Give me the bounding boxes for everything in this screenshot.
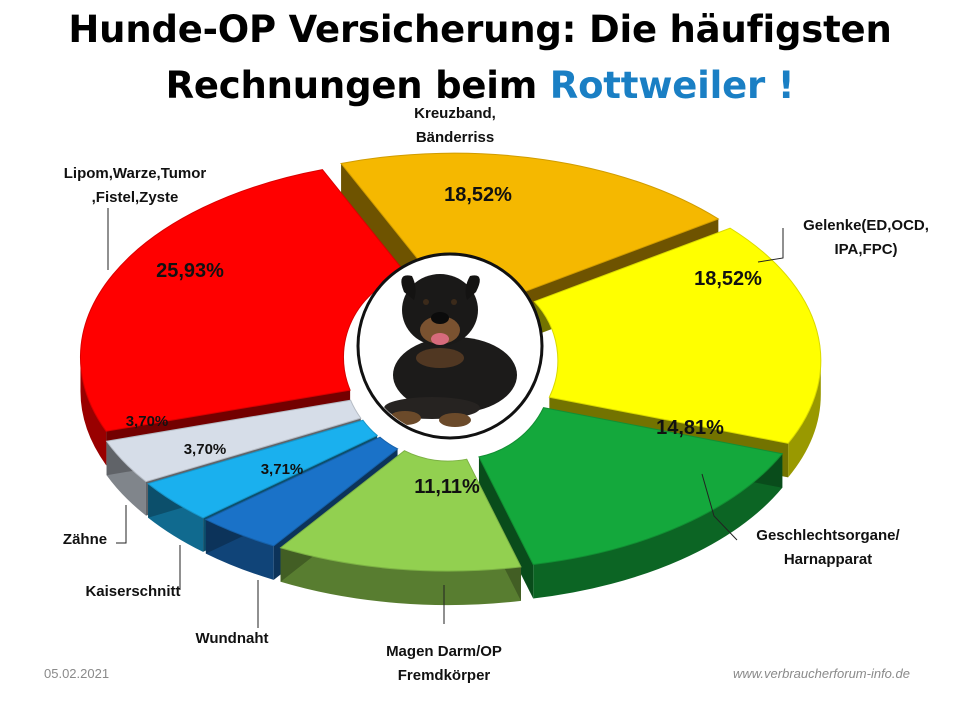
category-label: Kaiserschnitt	[85, 583, 180, 600]
leader-line	[757, 228, 784, 263]
slice-top-face	[533, 227, 822, 444]
category-label: Geschlechtsorgane/Harnapparat	[756, 527, 900, 568]
leader-line	[116, 505, 127, 544]
title-accent: Rottweiler !	[549, 64, 795, 107]
category-label: Gelenke(ED,OCD, IPA,FPC)	[803, 217, 929, 258]
title-line-2-text: Rechnungen beim	[165, 64, 538, 107]
slice-top-face	[147, 419, 379, 519]
slice-top-face	[204, 436, 399, 547]
data-label: 3,70%	[126, 413, 169, 430]
pie-slice-4	[279, 450, 522, 606]
footer-website: www.verbraucherforum-info.de	[732, 666, 910, 681]
slice-top-face	[105, 399, 362, 483]
category-label: Zähne	[63, 531, 107, 548]
footer-date: 05.02.2021	[44, 666, 110, 681]
data-label: 3,70%	[184, 441, 227, 458]
title-line-1: Hunde-OP Versicherung: Die häufigsten	[68, 8, 892, 51]
pie-labels: 18,52% Kreuzband, Bänderriss 18,52% Gelenke(…	[63, 105, 929, 684]
pie-slices	[80, 152, 822, 606]
leader-line	[701, 473, 738, 541]
rottweiler-dog-photo	[356, 252, 544, 440]
data-label: 25,93%	[156, 260, 224, 282]
slice-side-wall	[80, 357, 107, 466]
data-label: 14,81%	[656, 417, 724, 439]
slice-top-face	[80, 169, 408, 432]
data-label: 3,71%	[261, 461, 304, 478]
category-label: Kreuzband, Bänderriss	[414, 105, 496, 146]
category-label: Lipom,Warze,Tumor ,Fistel,Zyste	[64, 165, 207, 206]
data-label: 18,52%	[694, 268, 762, 290]
data-label: 11,11%	[414, 476, 480, 498]
title-line-2: Rechnungen beim Rottweiler !	[0, 58, 960, 114]
data-label: 18,52%	[444, 184, 512, 206]
pie-slice-3	[478, 407, 784, 599]
slice-side-wall	[788, 360, 821, 478]
slice-top-face	[478, 407, 784, 566]
slice-side-wall	[533, 453, 783, 599]
slice-top-face	[279, 450, 522, 572]
category-label: Magen Darm/OP Fremdkörper	[386, 643, 502, 684]
category-label: Wundnaht	[195, 630, 268, 647]
chart-title: Hunde-OP Versicherung: Die häufigsten Re…	[0, 2, 960, 114]
